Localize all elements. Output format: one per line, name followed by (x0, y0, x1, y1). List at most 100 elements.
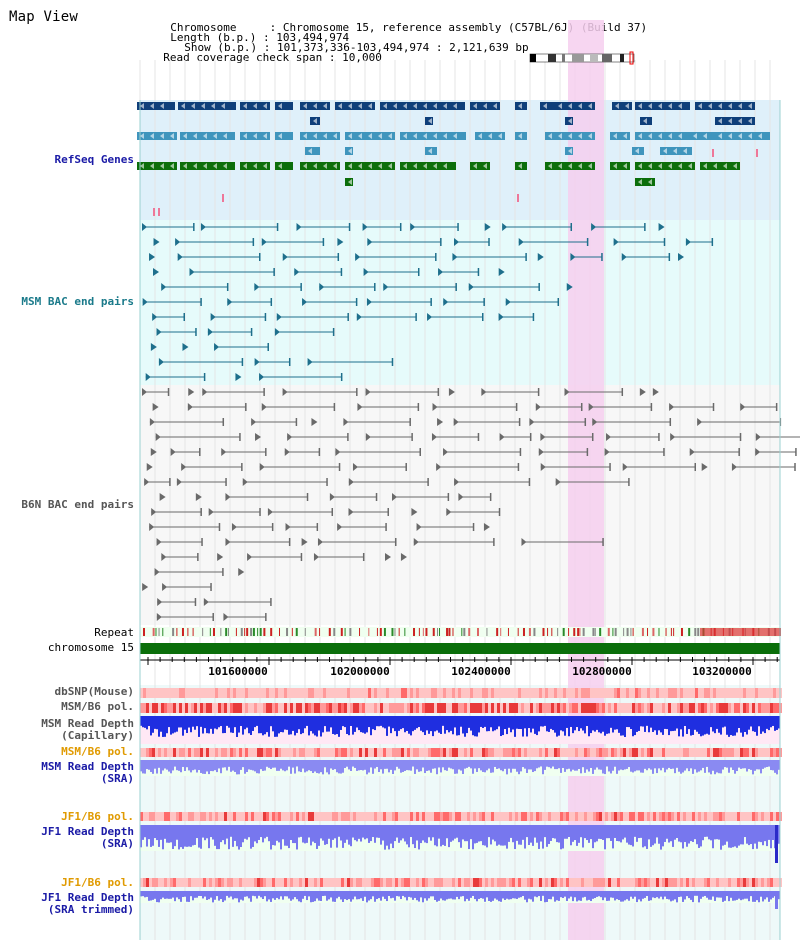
jf1-pol-cell (662, 812, 665, 821)
msm-pol-cell (527, 748, 530, 757)
jf1-depth-trim-bar (612, 891, 614, 898)
msm-pol-cell (203, 703, 206, 713)
msm-pol-cell (494, 748, 497, 757)
jf1-depth-sra-bar (584, 825, 586, 839)
jf1-depth-sra-bar (742, 825, 744, 845)
msm-pol-cell (599, 703, 602, 713)
jf1-depth-trim-bar (196, 891, 198, 898)
repeat-element (551, 628, 553, 636)
jf1-depth-trim-bar (238, 891, 240, 903)
jf1-pol-cell (263, 812, 266, 821)
jf1-depth-trim-bar (518, 891, 520, 898)
msm-pol-cell (371, 748, 374, 757)
gene-arrow (483, 103, 487, 109)
dbsnp-cell (656, 688, 659, 698)
msm-depth-sra-bar (778, 760, 780, 770)
jf1-pol-cell (623, 812, 626, 821)
msm-depth-sra-bar (526, 760, 528, 773)
jf1-pol-cell (404, 878, 407, 887)
jf1-depth-sra-bar (736, 825, 738, 848)
msm-bac-end (410, 223, 416, 231)
gene-arrow (453, 103, 457, 109)
jf1-depth-trim-bar (194, 891, 196, 898)
jf1-depth-trim-bar (598, 891, 600, 897)
jf1-depth-trim-bar (490, 891, 492, 902)
repeat-element (579, 628, 581, 636)
msm-depth-sra-bar (676, 760, 678, 768)
jf1-depth-trim-bar (178, 891, 180, 900)
msm-pol-cell (323, 748, 326, 757)
jf1-pol-cell (269, 812, 272, 821)
msm-depth-cap-bar (680, 716, 682, 730)
dbsnp-cell (587, 688, 590, 698)
dbsnp-cell (278, 688, 281, 698)
jf1-depth-trim-bar (722, 891, 724, 902)
b6n-bac-end (156, 613, 162, 621)
msm-depth-cap-bar (452, 716, 454, 735)
dbsnp-cell (707, 688, 710, 698)
jf1-depth-trim-bar (154, 891, 156, 899)
msm-pol-cell (449, 748, 452, 757)
jf1-depth-trim-bar (418, 891, 420, 902)
dbsnp-cell (188, 688, 191, 698)
msm-depth-cap-bar (458, 716, 460, 736)
jf1-pol-cell (494, 878, 497, 887)
gene-arrow (615, 103, 619, 109)
msm-pol-cell (185, 748, 188, 757)
jf1-pol-cell (197, 812, 200, 821)
jf1-depth-sra-bar (252, 825, 254, 847)
jf1-pol-cell (743, 812, 746, 821)
jf1-depth-sra-bar (144, 825, 146, 838)
gene-arrow (558, 133, 562, 139)
msm-depth-cap-bar (262, 716, 264, 736)
jf1-depth-trim-bar (444, 891, 446, 901)
jf1-depth-trim-bar (588, 891, 590, 900)
jf1-depth-sra-bar (438, 825, 440, 839)
gene-block (690, 132, 715, 140)
msm-depth-cap-bar (308, 716, 310, 736)
msm-depth-cap-bar (490, 716, 492, 728)
jf1-depth-sra-bar (302, 825, 304, 843)
msm-pol-cell (245, 703, 248, 713)
msm-pol-cell (143, 748, 146, 757)
msm-pol-cell (362, 703, 365, 713)
jf1-pol-cell (605, 812, 608, 821)
repeat-element (432, 628, 435, 636)
dbsnp-cell (452, 688, 455, 698)
msm-depth-cap-bar (714, 716, 716, 734)
msm-depth-sra-bar (450, 760, 452, 769)
gene-arrow (333, 133, 337, 139)
msm-depth-cap-bar (272, 716, 274, 732)
msm-depth-sra-bar (366, 760, 368, 775)
msm-depth-sra-bar (208, 760, 210, 775)
jf1-depth-trim-bar (366, 891, 368, 903)
msm-depth-sra-bar (502, 760, 504, 772)
jf1-depth-trim-bar (660, 891, 662, 897)
jf1-depth-trim-bar (430, 891, 432, 897)
jf1-depth-sra-bar (322, 825, 324, 841)
msm-pol-cell (608, 748, 611, 757)
msm-pol-cell (230, 748, 233, 757)
dbsnp-cell (713, 688, 716, 698)
jf1-pol-cell (713, 812, 716, 821)
repeat-element (476, 628, 479, 636)
jf1-pol-cell (254, 878, 257, 887)
msm-depth-sra-bar (186, 760, 188, 768)
jf1-depth-sra-bar (238, 825, 240, 850)
msm-pol-cell (434, 703, 437, 713)
gene-arrow (738, 133, 742, 139)
gene-arrow (748, 103, 752, 109)
jf1-depth-trim-bar (358, 891, 360, 900)
msm-depth-sra-bar (302, 760, 304, 769)
gene-arrow (403, 103, 407, 109)
msm-bac-end (282, 253, 288, 261)
msm-depth-cap-bar (770, 716, 772, 728)
dbsnp-cell (545, 688, 548, 698)
jf1-pol-cell (155, 878, 158, 887)
msm-bac-end (438, 268, 444, 276)
msm-depth-sra-bar (560, 760, 562, 773)
msm-depth-sra-bar (562, 760, 564, 768)
msm-depth-cap-bar (560, 716, 562, 731)
jf1-depth-trim-bar (680, 891, 682, 897)
